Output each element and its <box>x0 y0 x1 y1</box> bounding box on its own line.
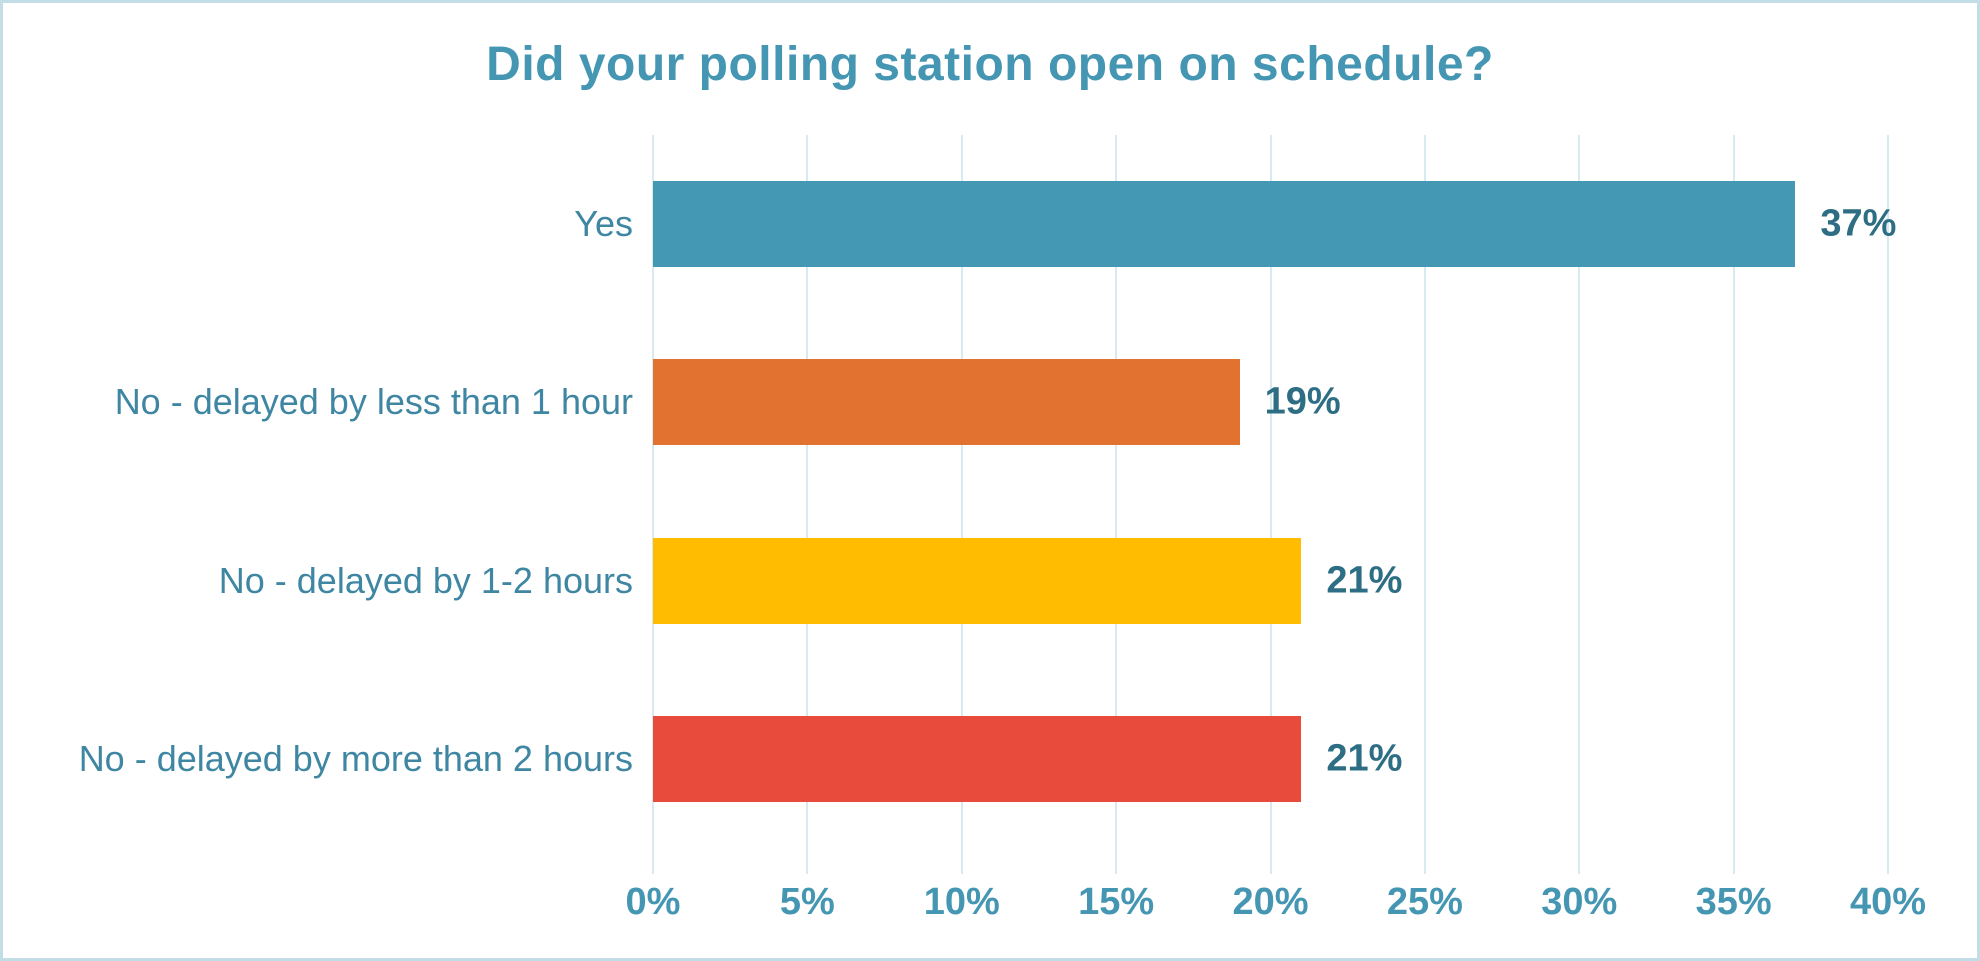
bar <box>653 181 1796 268</box>
category-label: No - delayed by less than 1 hour <box>114 381 633 423</box>
bar-rows: Yes 37% No - delayed by less than 1 hour 19… <box>33 135 1896 848</box>
bar-row: No - delayed by less than 1 hour 19% <box>33 313 1888 491</box>
gridline <box>1887 135 1889 874</box>
bar <box>653 537 1302 624</box>
x-tick-label: 10% <box>923 881 1000 923</box>
gridline <box>1732 135 1735 874</box>
gridlines <box>652 135 1889 874</box>
data-label: 37% <box>1820 202 1897 245</box>
x-axis: 0% 5% 10% 15% 20% 25% 30% 35% 40% <box>626 881 1926 937</box>
bar-row: No - delayed by 1-2 hours 21% <box>33 492 1888 670</box>
bar-track: 21% <box>653 537 1888 624</box>
data-label: 19% <box>1264 380 1341 423</box>
bar-track: 21% <box>653 715 1888 802</box>
gridline <box>806 135 809 874</box>
chart-title: Did your polling station open on schedul… <box>486 38 1494 91</box>
x-tick-label: 25% <box>1386 881 1463 923</box>
bar-row: No - delayed by more than 2 hours 21% <box>33 670 1888 848</box>
x-tick-label: 40% <box>1849 881 1927 923</box>
gridline <box>960 135 963 874</box>
x-tick-label: 5% <box>779 881 835 923</box>
x-tick-label: 30% <box>1541 881 1618 923</box>
category-label: Yes <box>574 203 633 245</box>
bar-track: 37% <box>653 181 1896 268</box>
gridline <box>1115 135 1118 874</box>
x-tick-label: 20% <box>1232 881 1309 923</box>
gridline <box>652 135 654 874</box>
bar <box>653 715 1302 802</box>
bar-row: Yes 37% <box>33 135 1896 313</box>
gridline <box>1269 135 1272 874</box>
gridline <box>1423 135 1426 874</box>
category-label: No - delayed by more than 2 hours <box>78 737 633 779</box>
x-tick-label: 15% <box>1078 881 1155 923</box>
bar <box>653 359 1240 446</box>
data-label: 21% <box>1326 559 1403 602</box>
gridline <box>1578 135 1581 874</box>
x-tick-label: 0% <box>625 881 681 923</box>
data-label: 21% <box>1326 737 1403 780</box>
bar-track: 19% <box>653 359 1888 446</box>
x-tick-label: 35% <box>1695 881 1772 923</box>
category-label: No - delayed by 1-2 hours <box>218 559 633 601</box>
